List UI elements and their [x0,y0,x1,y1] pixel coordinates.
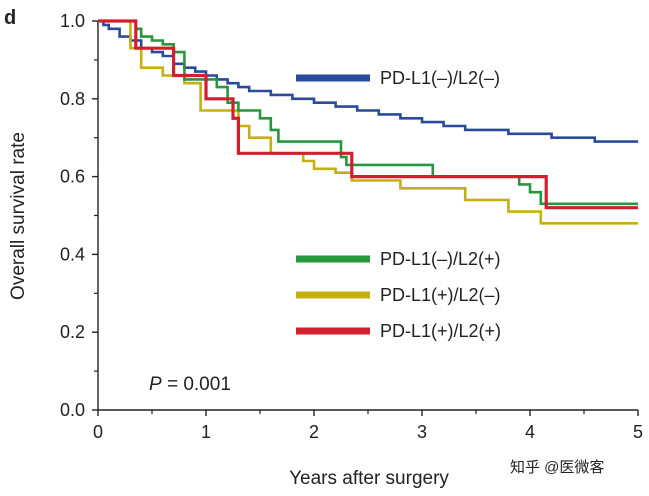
watermark: 知乎 @医微客 [510,459,604,476]
x-tick-label: 5 [633,422,643,442]
y-tick-label: 0.4 [60,244,85,264]
x-tick-label: 1 [201,422,211,442]
legend-label: PD-L1(–)/L2(–) [380,68,500,88]
legend-label: PD-L1(–)/L2(+) [380,249,501,269]
x-axis-title: Years after surgery [289,468,449,489]
axes: 0.0 0.2 0.4 0.6 0.8 1.0 0 1 2 3 4 5 [60,11,643,442]
x-tick-label: 4 [525,422,535,442]
y-tick-label: 1.0 [60,11,85,31]
y-axis-title: Overall survival rate [8,132,29,300]
x-tick-label: 3 [417,422,427,442]
legend: PD-L1(–)/L2(–) PD-L1(–)/L2(+) PD-L1(+)/L2(… [296,68,501,341]
legend-label: PD-L1(+)/L2(+) [380,321,501,341]
x-tick-label: 2 [309,422,319,442]
series-line-pd-l1-l2 [98,19,638,210]
legend-label: PD-L1(+)/L2(–) [380,285,501,305]
panel-label: d [4,7,16,29]
x-tick-label: 0 [93,422,103,442]
p-value-text: = 0.001 [162,374,231,395]
p-value-annotation: P = 0.001 [149,374,231,395]
y-tick-label: 0.0 [60,400,85,420]
y-tick-label: 0.8 [60,89,85,109]
survival-curves [98,19,638,225]
p-value-symbol: P [149,374,162,395]
y-tick-label: 0.2 [60,322,85,342]
y-tick-label: 0.6 [60,167,85,187]
